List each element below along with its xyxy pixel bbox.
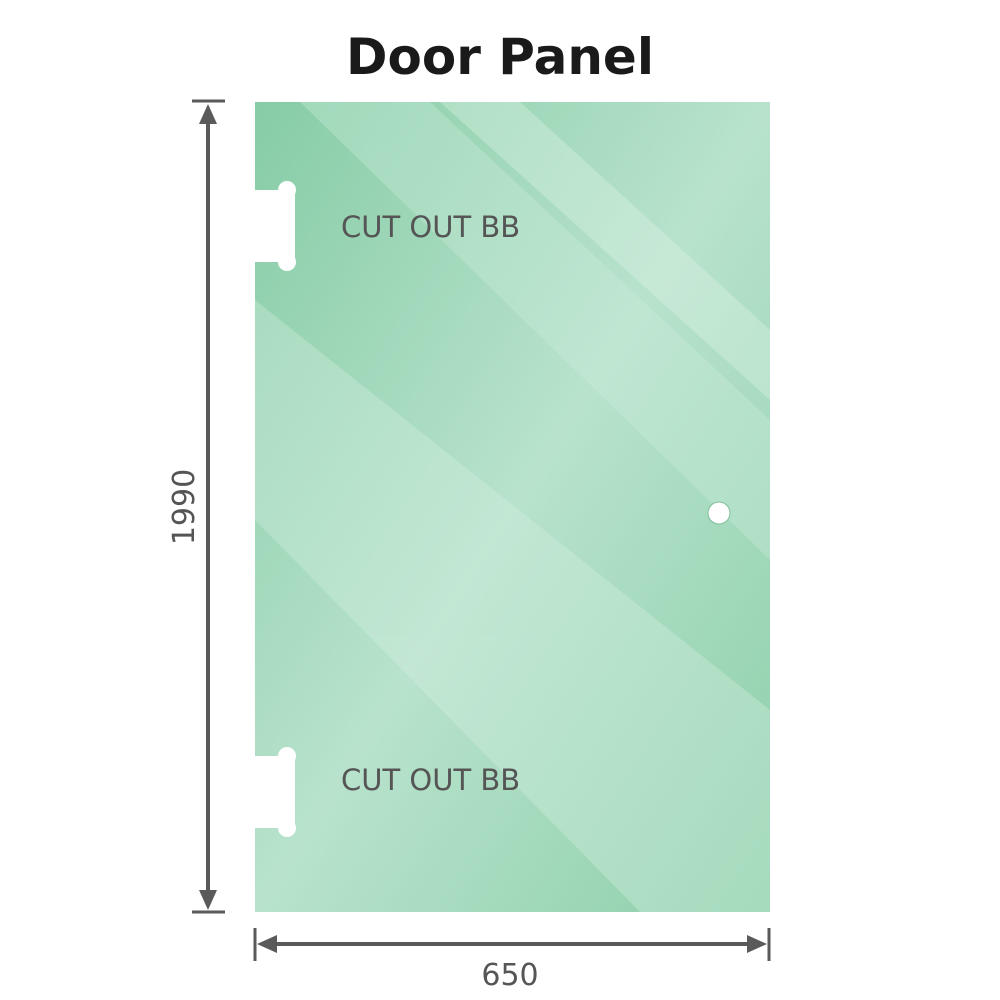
cutout-label-bottom: CUT OUT BB bbox=[341, 763, 520, 797]
height-dimension-line bbox=[192, 99, 225, 914]
cutout-top bbox=[250, 181, 296, 271]
glass-panel bbox=[255, 102, 770, 912]
height-label: 1990 bbox=[167, 469, 202, 545]
width-dimension-line bbox=[253, 928, 771, 961]
handle-hole bbox=[707, 501, 731, 525]
width-label: 650 bbox=[481, 958, 538, 993]
cutout-bottom bbox=[250, 747, 296, 837]
cutout-label-top: CUT OUT BB bbox=[341, 210, 520, 244]
diagram-title: Door Panel bbox=[346, 28, 654, 86]
